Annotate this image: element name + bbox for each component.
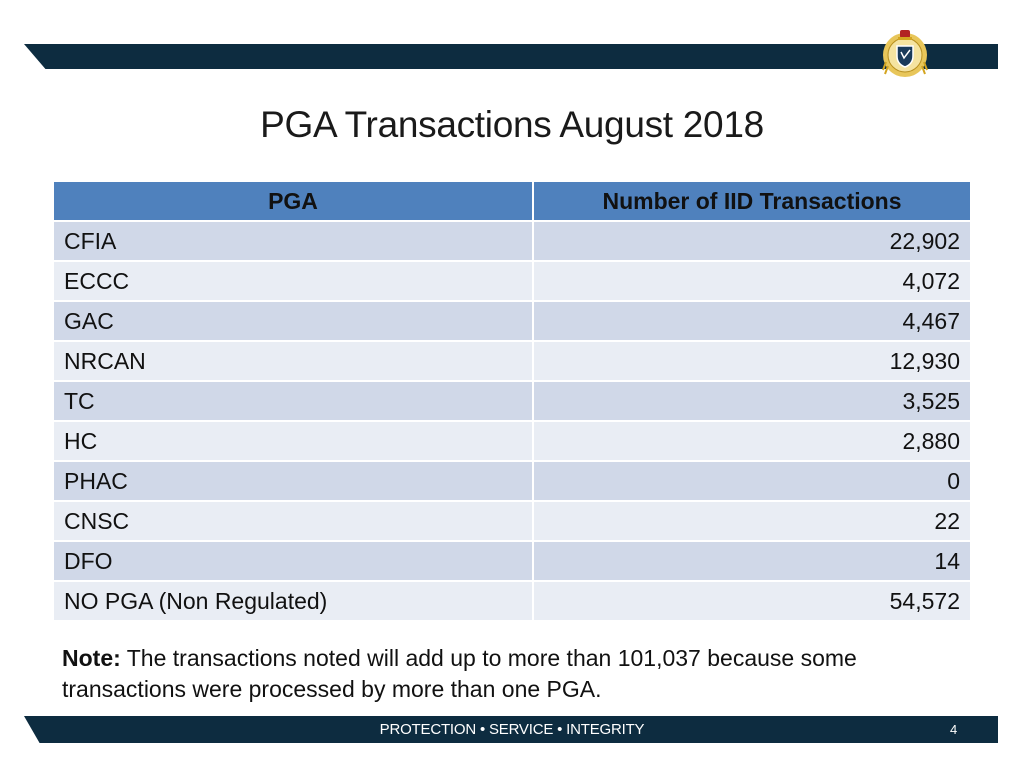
pga-cell: PHAC xyxy=(52,460,534,502)
bottom-banner xyxy=(24,716,998,743)
table-row: ECCC 4,072 xyxy=(52,260,972,302)
column-header-transactions: Number of IID Transactions xyxy=(532,180,972,222)
transactions-cell: 4,072 xyxy=(532,260,972,302)
transactions-cell: 54,572 xyxy=(532,580,972,622)
pga-cell: NO PGA (Non Regulated) xyxy=(52,580,534,622)
page-title: PGA Transactions August 2018 xyxy=(260,104,764,145)
pga-cell: CNSC xyxy=(52,500,534,542)
table-header-row: PGA Number of IID Transactions xyxy=(52,180,972,222)
footnote: Note: The transactions noted will add up… xyxy=(62,643,962,705)
pga-transactions-table: PGA Number of IID Transactions CFIA 22,9… xyxy=(52,180,972,622)
table-row: PHAC 0 xyxy=(52,460,972,502)
pga-cell: TC xyxy=(52,380,534,422)
table-row: NO PGA (Non Regulated) 54,572 xyxy=(52,580,972,622)
top-banner xyxy=(24,44,998,69)
table-row: CFIA 22,902 xyxy=(52,220,972,262)
transactions-cell: 12,930 xyxy=(532,340,972,382)
footer-tagline: PROTECTION • SERVICE • INTEGRITY xyxy=(379,721,645,738)
table-row: DFO 14 xyxy=(52,540,972,582)
pga-cell: DFO xyxy=(52,540,534,582)
pga-cell: GAC xyxy=(52,300,534,342)
column-header-pga: PGA xyxy=(52,180,534,222)
transactions-cell: 22 xyxy=(532,500,972,542)
table-row: NRCAN 12,930 xyxy=(52,340,972,382)
transactions-cell: 4,467 xyxy=(532,300,972,342)
pga-cell: ECCC xyxy=(52,260,534,302)
page-number: 4 xyxy=(950,722,958,737)
table-row: HC 2,880 xyxy=(52,420,972,462)
note-label: Note: xyxy=(62,645,121,671)
transactions-cell: 2,880 xyxy=(532,420,972,462)
agency-crest-icon xyxy=(882,30,928,77)
transactions-cell: 14 xyxy=(532,540,972,582)
table-row: TC 3,525 xyxy=(52,380,972,422)
pga-cell: CFIA xyxy=(52,220,534,262)
note-text: The transactions noted will add up to mo… xyxy=(62,645,857,702)
table-row: GAC 4,467 xyxy=(52,300,972,342)
transactions-cell: 22,902 xyxy=(532,220,972,262)
transactions-cell: 0 xyxy=(532,460,972,502)
table-row: CNSC 22 xyxy=(52,500,972,542)
pga-cell: HC xyxy=(52,420,534,462)
transactions-cell: 3,525 xyxy=(532,380,972,422)
pga-cell: NRCAN xyxy=(52,340,534,382)
